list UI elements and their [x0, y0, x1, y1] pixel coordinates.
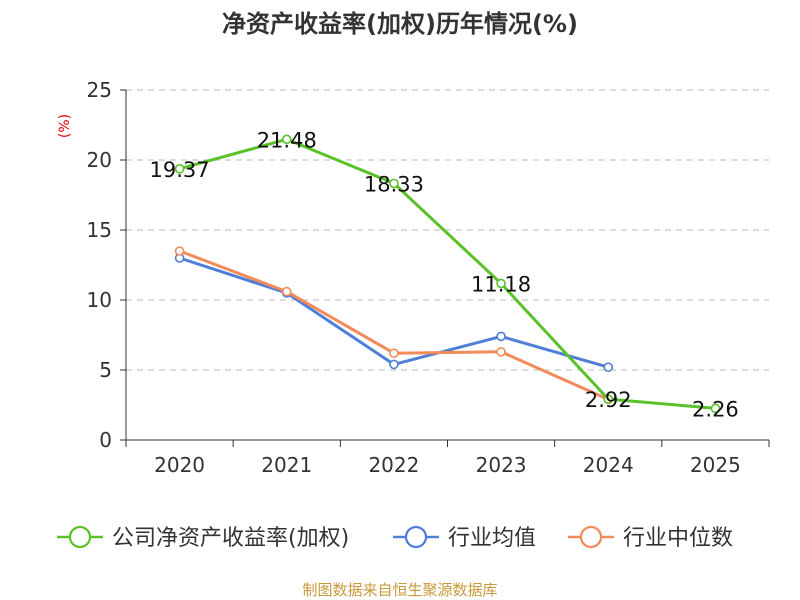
- grid-lines: [126, 89, 769, 371]
- y-tick-label: 0: [99, 428, 112, 452]
- x-tick-label: 2022: [368, 453, 419, 477]
- series-lines: [174, 134, 721, 414]
- legend-label: 行业均值: [448, 526, 536, 551]
- legend-marker-icon: [68, 525, 92, 549]
- data-point[interactable]: [603, 362, 614, 373]
- data-point[interactable]: [389, 348, 399, 359]
- data-source-note: 制图数据来自恒生聚源数据库: [302, 581, 497, 599]
- data-point[interactable]: [710, 403, 721, 414]
- data-point[interactable]: [496, 331, 506, 342]
- y-tick-label: 10: [87, 288, 112, 312]
- legend-marker-icon: [579, 525, 603, 549]
- data-point[interactable]: [496, 278, 506, 289]
- series-line: [179, 137, 716, 410]
- legend-item-2[interactable]: 行业中位数: [568, 525, 733, 551]
- data-label: 19.37: [150, 158, 210, 182]
- x-tick-label: 2025: [690, 453, 741, 477]
- data-point[interactable]: [389, 178, 399, 189]
- x-tick-label: 2023: [476, 453, 527, 477]
- data-label: 21.48: [257, 128, 317, 152]
- y-tick-label: 20: [87, 148, 112, 172]
- data-point[interactable]: [174, 246, 185, 256]
- chart-title: 净资产收益率(加权)历年情况(%): [222, 10, 578, 38]
- legend-item-0[interactable]: 公司净资产收益率(加权): [57, 525, 349, 551]
- data-point[interactable]: [389, 359, 399, 370]
- series-line: [179, 249, 609, 401]
- y-tick-label: 15: [87, 218, 112, 242]
- data-label: 18.33: [364, 172, 424, 196]
- y-axis-unit-label: (%): [57, 114, 73, 138]
- x-tick-label: 2021: [261, 453, 312, 477]
- y-tick-label: 5: [99, 358, 112, 382]
- x-tick-label: 2020: [154, 453, 205, 477]
- data-point[interactable]: [174, 164, 185, 174]
- series-2: [174, 246, 614, 405]
- data-labels: 19.37 21.48 18.33 11.18 2.92 2.26: [150, 128, 739, 421]
- legend-label: 公司净资产收益率(加权): [112, 526, 349, 551]
- legend-label: 行业中位数: [623, 526, 733, 551]
- series-0: [174, 134, 721, 414]
- data-label: 2.92: [585, 388, 632, 412]
- x-tick-label: 2024: [583, 453, 634, 477]
- data-point[interactable]: [496, 346, 506, 357]
- data-point[interactable]: [281, 286, 292, 297]
- data-label: 11.18: [471, 272, 531, 296]
- data-point[interactable]: [281, 134, 292, 145]
- data-label: 2.26: [692, 397, 739, 421]
- legend-marker-icon: [404, 525, 428, 549]
- legend: 公司净资产收益率(加权) 行业均值 行业中位数: [57, 525, 733, 551]
- data-point[interactable]: [603, 394, 614, 404]
- y-tick-label: 25: [87, 78, 112, 102]
- legend-item-1[interactable]: 行业均值: [393, 525, 536, 551]
